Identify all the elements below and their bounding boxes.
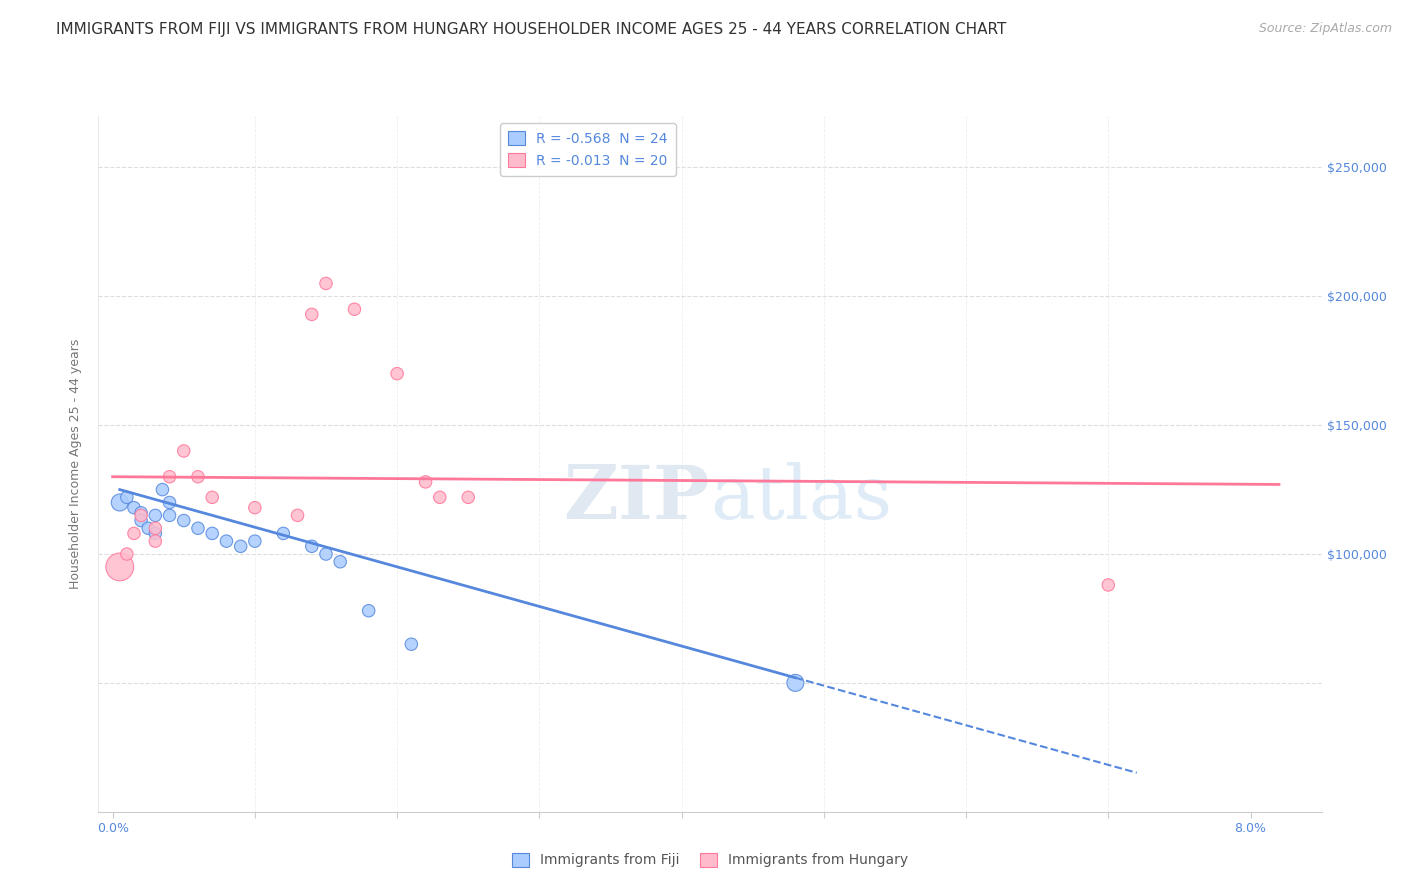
Point: [201, 526, 224, 541]
Point: [287, 508, 309, 523]
Point: [122, 526, 145, 541]
Point: [143, 521, 166, 535]
Point: [173, 444, 195, 458]
Point: [115, 491, 138, 505]
Point: [343, 302, 366, 317]
Point: [243, 534, 266, 549]
Point: [108, 495, 131, 509]
Point: [129, 508, 152, 523]
Point: [152, 483, 174, 497]
Point: [143, 508, 166, 523]
Point: [115, 547, 138, 561]
Point: [187, 521, 209, 535]
Point: [273, 526, 295, 541]
Point: [159, 469, 181, 483]
Point: [301, 307, 323, 321]
Point: [401, 637, 423, 651]
Point: [315, 277, 337, 291]
Point: [301, 539, 323, 553]
Legend: Immigrants from Fiji, Immigrants from Hungary: Immigrants from Fiji, Immigrants from Hu…: [505, 846, 915, 874]
Text: IMMIGRANTS FROM FIJI VS IMMIGRANTS FROM HUNGARY HOUSEHOLDER INCOME AGES 25 - 44 : IMMIGRANTS FROM FIJI VS IMMIGRANTS FROM …: [56, 22, 1007, 37]
Point: [108, 560, 131, 574]
Point: [415, 475, 437, 489]
Point: [159, 508, 181, 523]
Point: [457, 491, 479, 505]
Point: [429, 491, 451, 505]
Point: [315, 547, 337, 561]
Point: [187, 469, 209, 483]
Point: [215, 534, 238, 549]
Point: [129, 514, 152, 528]
Text: atlas: atlas: [710, 462, 893, 535]
Point: [243, 500, 266, 515]
Point: [785, 676, 807, 690]
Text: Source: ZipAtlas.com: Source: ZipAtlas.com: [1258, 22, 1392, 36]
Point: [173, 514, 195, 528]
Point: [143, 534, 166, 549]
Point: [201, 491, 224, 505]
Point: [136, 521, 159, 535]
Y-axis label: Householder Income Ages 25 - 44 years: Householder Income Ages 25 - 44 years: [69, 339, 83, 589]
Point: [129, 506, 152, 520]
Point: [357, 604, 380, 618]
Point: [329, 555, 352, 569]
Point: [122, 500, 145, 515]
Point: [159, 495, 181, 509]
Text: ZIP: ZIP: [564, 462, 710, 535]
Point: [1097, 578, 1119, 592]
Point: [385, 367, 408, 381]
Point: [229, 539, 252, 553]
Point: [143, 526, 166, 541]
